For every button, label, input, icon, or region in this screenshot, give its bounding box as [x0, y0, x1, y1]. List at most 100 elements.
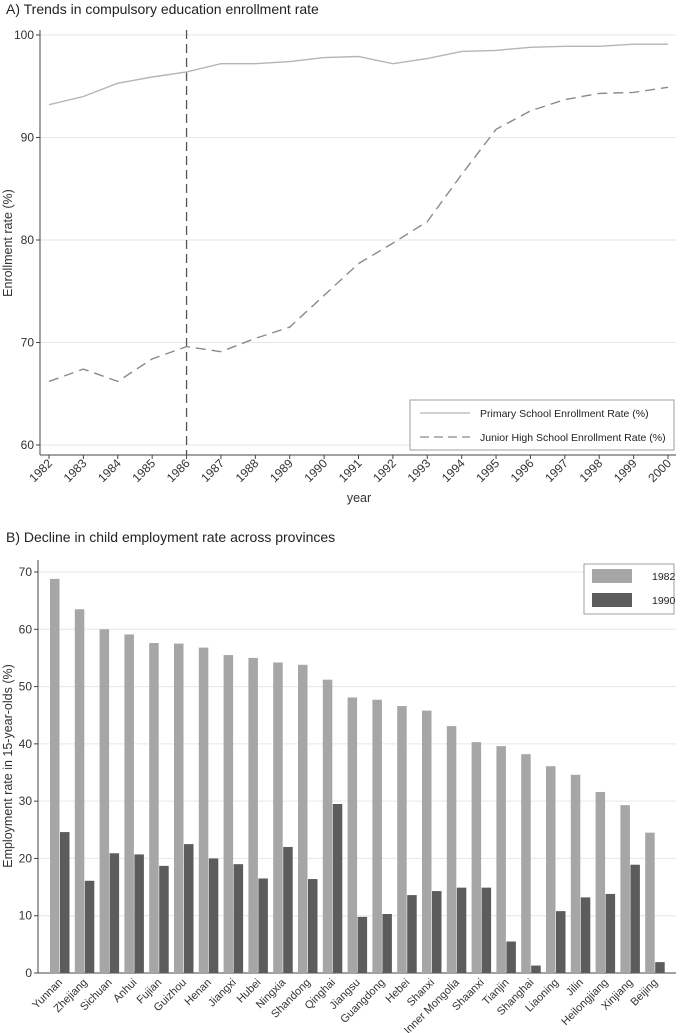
- legend-swatch-1982: [592, 569, 632, 583]
- bar-1990-henan: [208, 858, 219, 973]
- bar-1990-jiangsu: [357, 916, 368, 973]
- bar-1990-hebei: [407, 895, 417, 973]
- y-tick-label-20: 20: [19, 851, 33, 865]
- panel-a: A) Trends in compulsory education enroll…: [1, 1, 676, 505]
- panel-a-y-ticks: 60 70 80 90 100: [14, 28, 40, 452]
- x-tick-label-1997: 1997: [542, 456, 571, 485]
- bar-1982-henan: [198, 647, 209, 973]
- y-tick-label-50: 50: [19, 680, 33, 694]
- bar-1990-zhejiang: [84, 880, 95, 973]
- bar-1982-tianjin: [496, 746, 506, 973]
- panel-b-x-ticks: YunnanZhejiangSichuanAnhuiFujianGuizhouH…: [30, 976, 660, 1033]
- bar-1982-yunnan: [50, 578, 60, 973]
- x-tick-label-beijing: Beijing: [628, 977, 660, 1009]
- x-tick-label-1996: 1996: [508, 456, 537, 485]
- primary-enrollment-line: [48, 43, 668, 106]
- bar-1990-shanghai: [531, 965, 541, 973]
- x-tick-label-1998: 1998: [577, 456, 606, 485]
- legend-label-1982: 1982: [652, 571, 676, 583]
- bar-1982-heilongjiang: [595, 791, 606, 973]
- x-tick-label-1982: 1982: [26, 456, 55, 485]
- bar-1982-jilin: [570, 774, 581, 973]
- x-tick-label-1994: 1994: [439, 456, 468, 485]
- y-tick-label-60: 60: [21, 438, 35, 452]
- panel-a-grid: [40, 34, 676, 446]
- y-tick-label-0: 0: [25, 966, 32, 980]
- panel-a-y-axis-label: Enrollment rate (%): [1, 189, 15, 297]
- bar-1982-inner-mongolia: [446, 726, 457, 973]
- x-tick-label-1989: 1989: [267, 456, 296, 485]
- bar-1982-shanghai: [521, 754, 531, 973]
- x-tick-label-2000: 2000: [645, 456, 674, 485]
- x-tick-label-1987: 1987: [198, 456, 227, 485]
- y-tick-label-60: 60: [19, 622, 33, 636]
- bar-1982-xinjiang: [620, 805, 630, 973]
- x-tick-label-jiangxi: Jiangxi: [206, 977, 239, 1010]
- bar-1990-ningxia: [283, 846, 293, 973]
- panel-a-title: A) Trends in compulsory education enroll…: [6, 1, 319, 17]
- panel-b-y-ticks: 0 10 20 30 40 50 60 70: [19, 565, 38, 980]
- bar-1990-shandong: [308, 879, 318, 973]
- bar-1982-qinghai: [322, 679, 333, 973]
- y-tick-label-90: 90: [21, 131, 35, 145]
- bar-1982-shanxi: [422, 710, 432, 973]
- bar-1982-jiangxi: [223, 655, 234, 973]
- bar-1982-guizhou: [174, 643, 184, 973]
- bar-1982-guangdong: [372, 699, 382, 973]
- bar-1982-fujian: [149, 643, 159, 973]
- bar-1990-xinjiang: [630, 864, 640, 973]
- panel-a-x-axis-label: year: [347, 491, 371, 505]
- bar-1990-heilongjiang: [605, 893, 616, 973]
- x-tick-label-1991: 1991: [336, 456, 365, 485]
- panel-a-legend-box: [409, 399, 675, 451]
- y-tick-label-100: 100: [14, 28, 34, 42]
- x-tick-label-1995: 1995: [473, 456, 502, 485]
- legend-label-primary: Primary School Enrollment Rate (%): [480, 408, 649, 420]
- x-tick-label-1988: 1988: [233, 456, 262, 485]
- y-tick-label-70: 70: [21, 336, 35, 350]
- y-tick-label-40: 40: [19, 737, 33, 751]
- x-tick-label-1983: 1983: [61, 456, 90, 485]
- bar-1990-liaoning: [556, 911, 566, 973]
- panel-a-legend: Primary School Enrollment Rate (%) Junio…: [409, 399, 675, 451]
- bar-1982-jiangsu: [347, 697, 358, 973]
- bar-1982-ningxia: [273, 662, 283, 973]
- bar-1990-jiangxi: [233, 864, 244, 973]
- bar-1990-inner-mongolia: [456, 887, 467, 973]
- x-tick-label-anhui: Anhui: [111, 977, 139, 1005]
- bar-1982-liaoning: [546, 766, 556, 973]
- bar-1990-hubei: [258, 878, 268, 973]
- x-tick-label-1985: 1985: [130, 456, 159, 485]
- y-tick-label-80: 80: [21, 233, 35, 247]
- bar-1982-hubei: [248, 657, 258, 973]
- bar-1982-zhejiang: [74, 609, 85, 973]
- legend-swatch-1990: [592, 593, 632, 607]
- bar-1990-yunnan: [60, 832, 70, 973]
- junior-high-enrollment-line: [48, 86, 669, 383]
- y-tick-label-30: 30: [19, 794, 33, 808]
- bar-1990-anhui: [134, 854, 144, 973]
- panel-b-legend: 1982 1990: [583, 563, 676, 615]
- bar-1990-shaanxi: [481, 887, 492, 973]
- legend-label-1990: 1990: [652, 595, 676, 607]
- x-tick-label-1990: 1990: [301, 456, 330, 485]
- panel-a-x-ticks: 1982 1983 1984 1985 1986 1987 1988 1989 1990 1991…: [26, 455, 674, 485]
- y-tick-label-10: 10: [19, 909, 33, 923]
- y-tick-label-70: 70: [19, 565, 33, 579]
- bar-1982-anhui: [124, 634, 134, 973]
- x-tick-label-1993: 1993: [405, 456, 434, 485]
- x-tick-label-1984: 1984: [95, 456, 124, 485]
- legend-label-junior-high: Junior High School Enrollment Rate (%): [480, 432, 666, 444]
- bar-1990-guizhou: [184, 844, 194, 973]
- panel-b-title: B) Decline in child employment rate acro…: [6, 529, 335, 545]
- x-tick-label-1992: 1992: [370, 456, 399, 485]
- bar-1990-beijing: [655, 962, 665, 973]
- panel-a-series: [48, 43, 669, 383]
- panel-b: B) Decline in child employment rate acro…: [1, 529, 676, 1033]
- bar-1982-shandong: [298, 664, 308, 973]
- bar-1982-shaanxi: [471, 742, 482, 973]
- bar-1990-tianjin: [506, 941, 516, 973]
- panel-b-bars: [50, 578, 665, 973]
- bar-1990-jilin: [580, 897, 591, 973]
